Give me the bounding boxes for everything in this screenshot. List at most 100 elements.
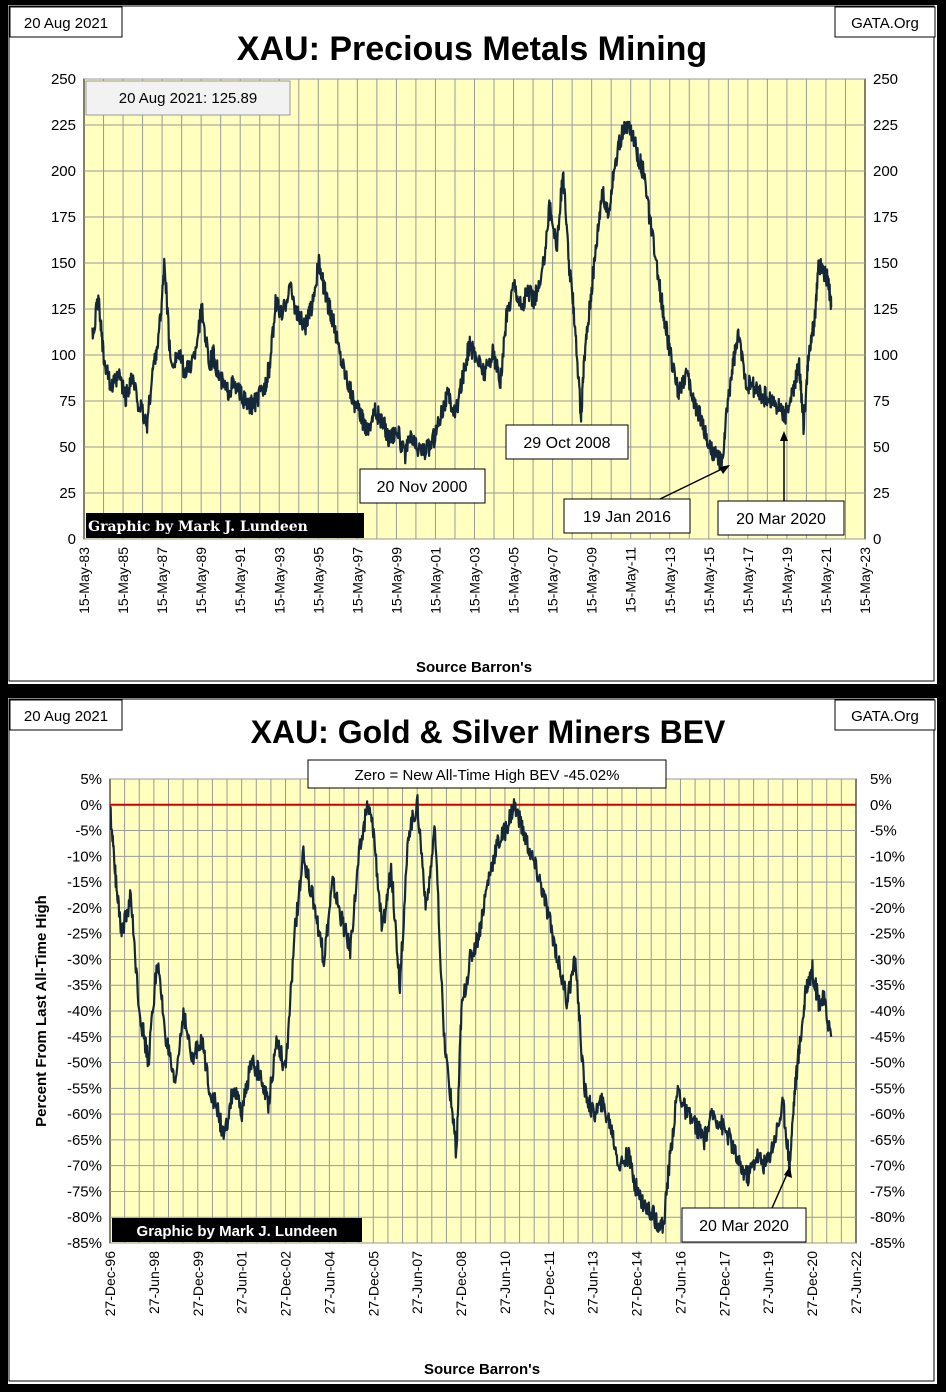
- y-tick-label: 0: [68, 531, 76, 548]
- x-tick-label: 15-May-23: [857, 547, 873, 614]
- bev-series-line: [109, 794, 833, 1234]
- x-tick-label: 27-Jun-10: [497, 1251, 513, 1314]
- x-tick-label: 15-May-19: [779, 547, 795, 614]
- y-tick-label: -80%: [67, 1209, 102, 1226]
- x-tick-label: 15-May-09: [584, 547, 600, 614]
- xau-bev-panel: 20 Aug 2021 GATA.Org XAU: Gold & Silver …: [8, 698, 937, 1384]
- y-axis-left: 0 25 50 75 100 125 150 175 200 225 250: [51, 71, 76, 548]
- y-tick-label: -70%: [67, 1158, 102, 1175]
- x-tick-label: 15-May-97: [349, 547, 365, 614]
- y-axis-left: 5% 0% -5% -10% -15% -20% -25% -30% -35% -40% -45% -…: [67, 771, 102, 1252]
- y-tick-label: -85%: [67, 1235, 102, 1252]
- x-tick-label: 15-May-17: [740, 547, 756, 614]
- y-tick-label: 175: [873, 209, 898, 226]
- x-tick-label: 15-May-91: [232, 547, 248, 614]
- y-tick-label: -60%: [870, 1106, 905, 1123]
- x-tick-label: 15-May-85: [115, 547, 131, 614]
- credit-text: Graphic by Mark J. Lundeen: [88, 519, 308, 535]
- x-tick-label: 15-May-03: [467, 547, 483, 614]
- x-tick-label: 15-May-89: [193, 547, 209, 614]
- y-tick-label: 25: [873, 485, 890, 502]
- x-tick-label: 15-May-07: [545, 547, 561, 614]
- y-tick-label: 150: [873, 255, 898, 272]
- y-tick-label: 5%: [80, 771, 102, 788]
- chart-title: XAU: Precious Metals Mining: [237, 30, 707, 68]
- date-label-box: [9, 6, 123, 38]
- annotation-text: 20 Mar 2020: [699, 1218, 789, 1235]
- annotation-19-jan-2016: 19 Jan 2016: [563, 465, 730, 534]
- date-label-box: [9, 699, 123, 731]
- credit-box: [86, 513, 364, 538]
- annotation-text: 20 Mar 2020: [736, 511, 826, 528]
- x-tick-label: 15-May-95: [310, 547, 326, 614]
- y-tick-label: -85%: [870, 1235, 905, 1252]
- y-tick-label: -50%: [67, 1055, 102, 1072]
- annotation-text: 20 Nov 2000: [377, 479, 468, 496]
- y-tick-label: -10%: [67, 848, 102, 865]
- x-tick-label: 15-May-21: [818, 547, 834, 614]
- x-tick-label: 27-Dec-99: [190, 1251, 206, 1317]
- x-tick-label: 27-Jun-01: [234, 1251, 250, 1314]
- annotation-text: 29 Oct 2008: [523, 435, 610, 452]
- date-label: 20 Aug 2021: [24, 708, 108, 725]
- x-axis: 15-May-83 15-May-85 15-May-87 15-May-89 15-M…: [76, 547, 873, 614]
- info-box: [85, 80, 291, 116]
- x-tick-label: 27-Dec-96: [102, 1251, 118, 1317]
- x-tick-label: 15-May-87: [154, 547, 170, 614]
- credit-box: [112, 1218, 362, 1242]
- y-tick-label: 75: [873, 393, 890, 410]
- y-tick-label: 200: [873, 163, 898, 180]
- info-box: [307, 759, 667, 789]
- x-tick-label: 15-May-05: [506, 547, 522, 614]
- x-tick-label: 27-Dec-20: [804, 1251, 820, 1317]
- xau-series-line: [91, 120, 833, 471]
- y-tick-label: 0%: [870, 797, 892, 814]
- x-tick-label: 27-Dec-08: [453, 1251, 469, 1317]
- y-tick-label: -30%: [870, 951, 905, 968]
- xau-bev-chart: 20 Aug 2021 GATA.Org XAU: Gold & Silver …: [8, 698, 936, 1382]
- x-tick-label: 15-May-01: [427, 547, 443, 614]
- y-tick-label: 250: [873, 71, 898, 88]
- y-tick-label: -75%: [870, 1183, 905, 1200]
- x-tick-label: 15-May-11: [623, 547, 639, 613]
- x-tick-label: 27-Dec-17: [716, 1251, 732, 1317]
- source-label: GATA.Org: [851, 15, 919, 32]
- y-tick-label: -75%: [67, 1183, 102, 1200]
- x-tick-label: 27-Jun-13: [585, 1251, 601, 1314]
- y-tick-label: 100: [873, 347, 898, 364]
- x-tick-label: 27-Jun-16: [672, 1251, 688, 1314]
- xau-price-chart: 20 Aug 2021 GATA.Org XAU: Precious Metal…: [8, 5, 936, 682]
- y-tick-label: 125: [51, 301, 76, 318]
- y-axis-right: 0 25 50 75 100 125 150 175 200 225 250: [873, 71, 898, 548]
- y-tick-label: -80%: [870, 1209, 905, 1226]
- y-tick-label: 50: [873, 439, 890, 456]
- y-tick-label: -30%: [67, 951, 102, 968]
- y-tick-label: 100: [51, 347, 76, 364]
- y-tick-label: -20%: [870, 900, 905, 917]
- x-tick-label: 27-Jun-22: [848, 1251, 864, 1314]
- y-tick-label: -10%: [870, 848, 905, 865]
- y-tick-label: 200: [51, 163, 76, 180]
- y-tick-label: -15%: [870, 874, 905, 891]
- y-axis-right: 5% 0% -5% -10% -15% -20% -25% -30% -35% -40% -45% -…: [870, 771, 905, 1252]
- y-axis-label: Percent From Last All-Time High: [33, 895, 50, 1127]
- x-tick-label: 15-May-15: [701, 547, 717, 614]
- annotation-29-oct-2008: 29 Oct 2008: [505, 424, 629, 460]
- y-tick-label: -60%: [67, 1106, 102, 1123]
- credit-text: Graphic by Mark J. Lundeen: [137, 1223, 338, 1240]
- y-tick-label: -65%: [67, 1132, 102, 1149]
- y-tick-label: -55%: [67, 1080, 102, 1097]
- y-tick-label: -65%: [870, 1132, 905, 1149]
- y-tick-label: -35%: [67, 977, 102, 994]
- annotation-20-mar-2020: 20 Mar 2020: [717, 431, 845, 536]
- xau-price-panel: 20 Aug 2021 GATA.Org XAU: Precious Metal…: [8, 5, 937, 684]
- source-label-box: [834, 699, 936, 731]
- y-tick-label: 225: [51, 117, 76, 134]
- y-tick-label: -70%: [870, 1158, 905, 1175]
- x-tick-label: 27-Jun-04: [321, 1251, 337, 1314]
- annotation-20-mar-2020: 20 Mar 2020: [681, 1166, 807, 1243]
- y-tick-label: -5%: [75, 823, 102, 840]
- x-tick-label: 27-Dec-14: [629, 1251, 645, 1317]
- x-tick-label: 15-May-83: [76, 547, 92, 614]
- x-axis-label: Source Barron's: [416, 659, 532, 676]
